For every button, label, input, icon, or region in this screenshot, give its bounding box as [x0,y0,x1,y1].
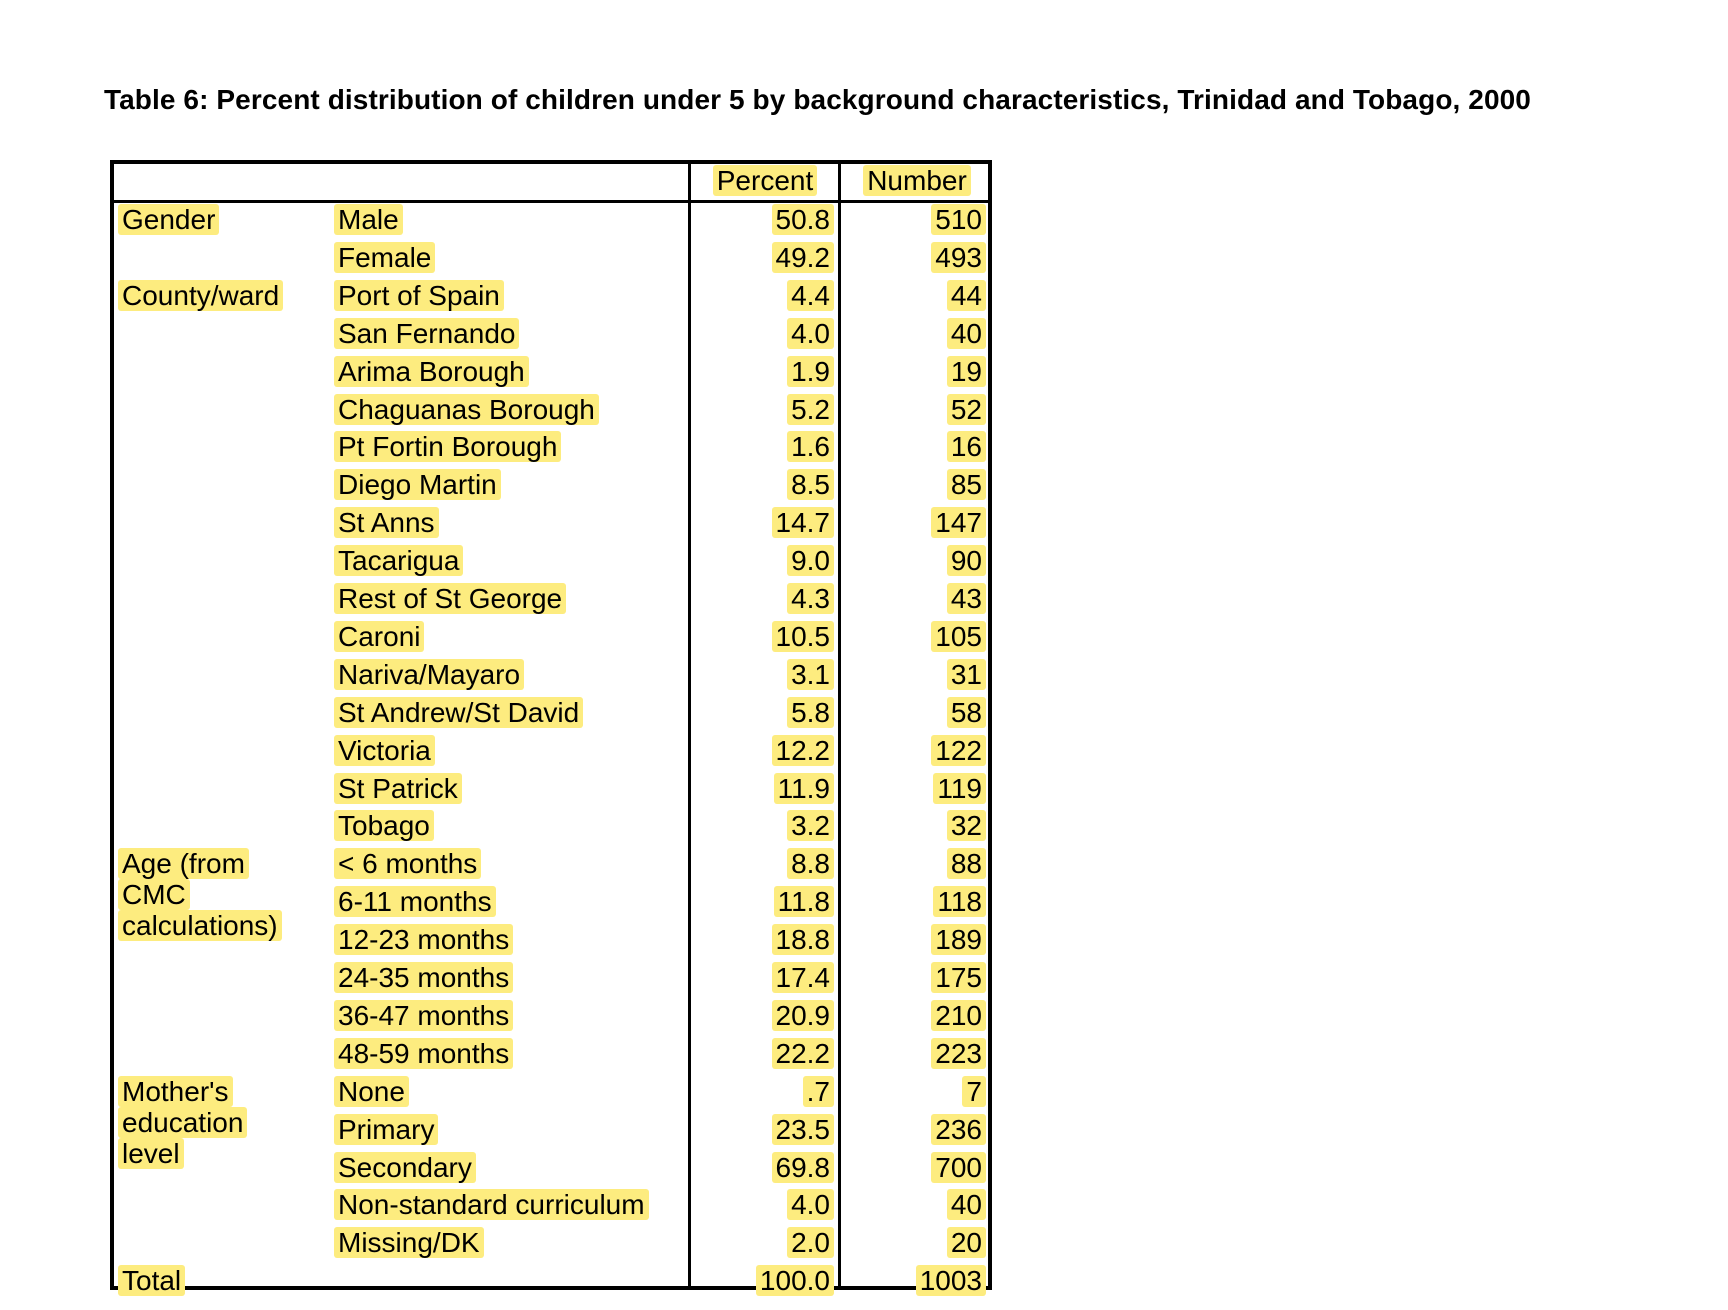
category-label: County/ward [118,279,298,311]
number-value: 700 [842,1151,986,1185]
header-divider [114,200,988,203]
percent-value: 100.0 [692,1264,834,1298]
number-value: 510 [842,203,986,237]
row-label: St Anns [334,506,439,540]
row-label: Victoria [334,734,435,768]
number-value: 19 [842,355,986,389]
number-value: 58 [842,696,986,730]
percent-value: 11.8 [692,885,834,919]
column-header-number: Number [842,162,992,200]
percent-value: 8.8 [692,847,834,881]
percent-value: 4.0 [692,317,834,351]
percent-value: 2.0 [692,1226,834,1260]
row-label: None [334,1075,409,1109]
percent-value: 18.8 [692,923,834,957]
category-label: Age (from CMC calculations) [118,848,298,942]
row-label: Rest of St George [334,582,567,616]
row-label: Tacarigua [334,544,464,578]
column-header-percent: Percent [692,162,838,200]
number-value: 20 [842,1226,986,1260]
row-label: < 6 months [334,847,482,881]
number-value: 122 [842,734,986,768]
percent-value: 1.9 [692,355,834,389]
percent-value: 4.0 [692,1188,834,1222]
number-value: 40 [842,317,986,351]
percent-value: 8.5 [692,468,834,502]
number-value: 52 [842,393,986,427]
number-value: 90 [842,544,986,578]
row-label: 48-59 months [334,1037,514,1071]
percent-value: 5.8 [692,696,834,730]
percent-value: 23.5 [692,1113,834,1147]
number-value: 223 [842,1037,986,1071]
column-divider [688,164,691,1286]
number-value: 31 [842,658,986,692]
table-title: Table 6: Percent distribution of childre… [104,84,1531,115]
percent-value: 4.3 [692,582,834,616]
category-label: Total [118,1265,298,1297]
percent-value: 4.4 [692,279,834,313]
row-label: Pt Fortin Borough [334,430,562,464]
number-value: 32 [842,809,986,843]
row-label: Tobago [334,809,434,843]
row-label: Primary [334,1113,439,1147]
percent-value: 69.8 [692,1151,834,1185]
category-label: Gender [118,204,298,235]
row-label: Arima Borough [334,355,529,389]
row-label: Nariva/Mayaro [334,658,525,692]
percent-value: 17.4 [692,961,834,995]
row-label: St Patrick [334,772,462,806]
percent-value: 11.9 [692,772,834,806]
row-label: 24-35 months [334,961,514,995]
number-value: 119 [842,772,986,806]
percent-value: 10.5 [692,620,834,654]
row-label: Male [334,203,403,237]
row-label: San Fernando [334,317,520,351]
percent-value: 9.0 [692,544,834,578]
row-label: Missing/DK [334,1226,484,1260]
row-label: Caroni [334,620,425,654]
row-label: 36-47 months [334,999,514,1033]
row-label: Secondary [334,1151,476,1185]
number-value: 105 [842,620,986,654]
percent-value: 22.2 [692,1037,834,1071]
number-value: 85 [842,468,986,502]
number-value: 175 [842,961,986,995]
row-label: St Andrew/St David [334,696,584,730]
number-value: 44 [842,279,986,313]
row-label: Chaguanas Borough [334,393,599,427]
number-value: 210 [842,999,986,1033]
number-value: 189 [842,923,986,957]
percent-value: 14.7 [692,506,834,540]
row-label: Non-standard curriculum [334,1188,649,1222]
percent-value: 50.8 [692,203,834,237]
number-value: 147 [842,506,986,540]
percent-value: .7 [692,1075,834,1109]
percent-value: 5.2 [692,393,834,427]
row-label: 12-23 months [334,923,514,957]
number-value: 118 [842,885,986,919]
percent-value: 1.6 [692,430,834,464]
percent-value: 12.2 [692,734,834,768]
number-value: 493 [842,241,986,275]
row-label: 6-11 months [334,885,496,919]
percent-value: 20.9 [692,999,834,1033]
row-label: Diego Martin [334,468,501,502]
number-value: 88 [842,847,986,881]
column-divider [838,164,841,1286]
number-value: 7 [842,1075,986,1109]
percent-value: 3.2 [692,809,834,843]
number-value: 40 [842,1188,986,1222]
percent-value: 49.2 [692,241,834,275]
data-table: Percent Number Male 50.8 510 Female 49.2 493 P… [110,160,992,1297]
row-label: Port of Spain [334,279,504,313]
row-label: Female [334,241,436,275]
percent-value: 3.1 [692,658,834,692]
number-value: 16 [842,430,986,464]
number-value: 236 [842,1113,986,1147]
category-label: Mother's education level [118,1075,298,1169]
number-value: 43 [842,582,986,616]
number-value: 1003 [842,1264,986,1298]
